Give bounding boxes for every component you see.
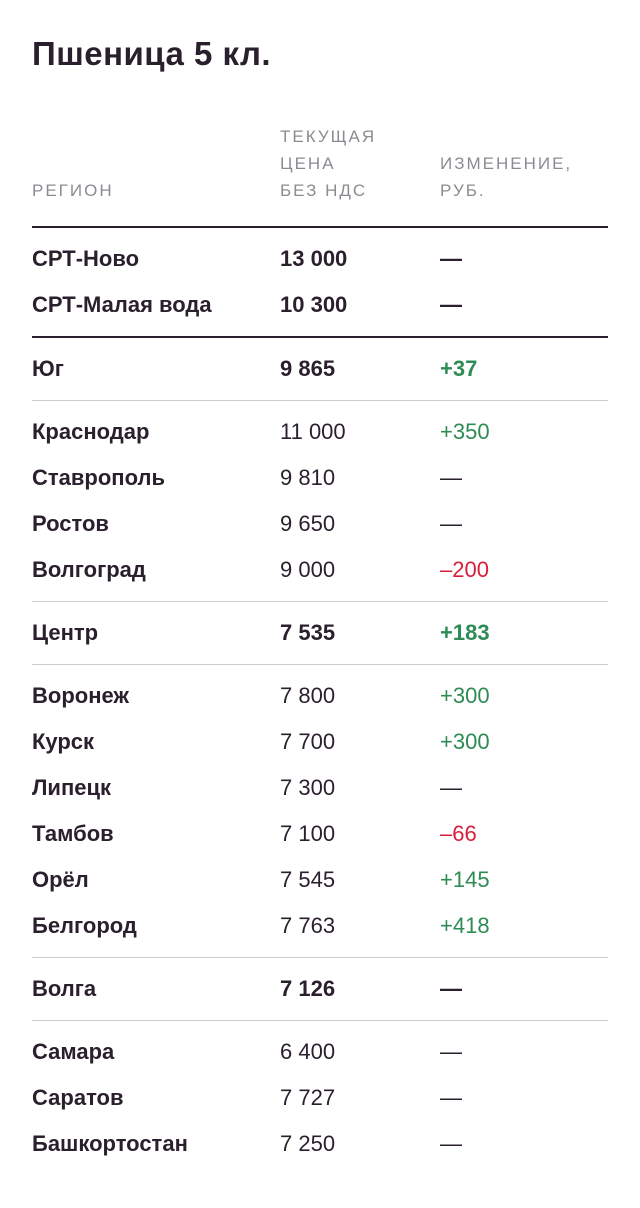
table-row: Башкортостан 7 250 — bbox=[32, 1121, 608, 1167]
change-cell: +300 bbox=[440, 729, 490, 754]
table-row: Орёл 7 545 +145 bbox=[32, 857, 608, 903]
price-cell: 7 727 bbox=[280, 1085, 336, 1110]
change-cell: — bbox=[440, 775, 462, 800]
change-cell: — bbox=[440, 1085, 462, 1110]
column-header-price: ТЕКУЩАЯ ЦЕНА БЕЗ НДС bbox=[280, 127, 377, 200]
region-cell: Белгород bbox=[32, 913, 137, 938]
region-cell: Ростов bbox=[32, 511, 109, 536]
price-cell: 7 700 bbox=[280, 729, 336, 754]
change-cell: –200 bbox=[440, 557, 489, 582]
region-cell: Курск bbox=[32, 729, 95, 754]
region-cell: Волгоград bbox=[32, 557, 146, 582]
change-cell: –66 bbox=[440, 821, 477, 846]
change-cell: +300 bbox=[440, 683, 490, 708]
row-group-detail: Самара 6 400 — Саратов 7 727 — Башкортостан 7 2… bbox=[32, 1021, 608, 1175]
change-cell: +37 bbox=[440, 356, 478, 381]
row-group-ports: СРТ-Ново 13 000 — СРТ-Малая вода 10 300 — bbox=[32, 228, 608, 338]
table-row: СРТ-Ново 13 000 — bbox=[32, 236, 608, 282]
price-cell: 6 400 bbox=[280, 1039, 336, 1064]
price-cell: 9 865 bbox=[280, 356, 336, 381]
table-row: Волгоград 9 000 –200 bbox=[32, 547, 608, 593]
change-cell: — bbox=[440, 1131, 462, 1156]
table-row: Воронеж 7 800 +300 bbox=[32, 673, 608, 719]
price-cell: 11 000 bbox=[280, 419, 346, 444]
price-cell: 10 300 bbox=[280, 292, 348, 317]
change-cell: +145 bbox=[440, 867, 490, 892]
change-cell: — bbox=[440, 246, 462, 271]
price-cell: 7 300 bbox=[280, 775, 336, 800]
change-cell: — bbox=[440, 976, 462, 1001]
row-group-summary: Юг 9 865 +37 bbox=[32, 338, 608, 401]
change-cell: — bbox=[440, 511, 462, 536]
price-cell: 9 000 bbox=[280, 557, 336, 582]
row-group-detail: Воронеж 7 800 +300 Курск 7 700 +300 Липецк 7 30… bbox=[32, 665, 608, 958]
price-cell: 9 810 bbox=[280, 465, 336, 490]
price-cell: 7 535 bbox=[280, 620, 336, 645]
region-cell: Орёл bbox=[32, 867, 89, 892]
price-cell: 7 800 bbox=[280, 683, 336, 708]
change-cell: +418 bbox=[440, 913, 490, 938]
table-row: Волга 7 126 — bbox=[32, 966, 608, 1012]
price-cell: 7 763 bbox=[280, 913, 336, 938]
price-cell: 7 545 bbox=[280, 867, 336, 892]
table-row: Саратов 7 727 — bbox=[32, 1075, 608, 1121]
region-cell: СРТ-Малая вода bbox=[32, 292, 212, 317]
change-cell: — bbox=[440, 292, 462, 317]
column-header-region: РЕГИОН bbox=[32, 181, 114, 200]
price-cell: 7 250 bbox=[280, 1131, 336, 1156]
region-cell: Саратов bbox=[32, 1085, 124, 1110]
table-row: Краснодар 11 000 +350 bbox=[32, 409, 608, 455]
region-cell: СРТ-Ново bbox=[32, 246, 140, 271]
region-cell: Краснодар bbox=[32, 419, 150, 444]
table-row: Ставрополь 9 810 — bbox=[32, 455, 608, 501]
table-row: Белгород 7 763 +418 bbox=[32, 903, 608, 949]
page-title: Пшеница 5 кл. bbox=[32, 35, 272, 72]
price-cell: 7 100 bbox=[280, 821, 336, 846]
region-cell: Башкортостан bbox=[32, 1131, 188, 1156]
table-header: РЕГИОН ТЕКУЩАЯ ЦЕНА БЕЗ НДС ИЗМЕНЕНИЕ, Р… bbox=[32, 120, 608, 228]
row-group-summary: Центр 7 535 +183 bbox=[32, 602, 608, 665]
table-row: Юг 9 865 +37 bbox=[32, 346, 608, 392]
table-row: СРТ-Малая вода 10 300 — bbox=[32, 282, 608, 328]
region-cell: Тамбов bbox=[32, 821, 114, 846]
table-row: Ростов 9 650 — bbox=[32, 501, 608, 547]
table-row: Липецк 7 300 — bbox=[32, 765, 608, 811]
change-cell: +183 bbox=[440, 620, 490, 645]
table-row: Тамбов 7 100 –66 bbox=[32, 811, 608, 857]
region-cell: Липецк bbox=[32, 775, 112, 800]
region-cell: Самара bbox=[32, 1039, 115, 1064]
region-cell: Волга bbox=[32, 976, 97, 1001]
table-row: Самара 6 400 — bbox=[32, 1029, 608, 1075]
table-body: СРТ-Ново 13 000 — СРТ-Малая вода 10 300 — Юг 9 … bbox=[32, 228, 608, 1175]
price-cell: 7 126 bbox=[280, 976, 336, 1001]
row-group-detail: Краснодар 11 000 +350 Ставрополь 9 810— Росто… bbox=[32, 401, 608, 602]
price-cell: 9 650 bbox=[280, 511, 336, 536]
region-cell: Юг bbox=[32, 356, 64, 381]
table-row: Центр 7 535 +183 bbox=[32, 610, 608, 656]
region-cell: Центр bbox=[32, 620, 99, 645]
change-cell: — bbox=[440, 465, 462, 490]
change-cell: — bbox=[440, 1039, 462, 1064]
column-header-change: ИЗМЕНЕНИЕ, РУБ. bbox=[440, 154, 573, 200]
region-cell: Воронеж bbox=[32, 683, 130, 708]
row-group-summary: Волга 7 126 — bbox=[32, 958, 608, 1021]
table-row: Курск 7 700 +300 bbox=[32, 719, 608, 765]
region-cell: Ставрополь bbox=[32, 465, 165, 490]
change-cell: +350 bbox=[440, 419, 490, 444]
price-cell: 13 000 bbox=[280, 246, 348, 271]
